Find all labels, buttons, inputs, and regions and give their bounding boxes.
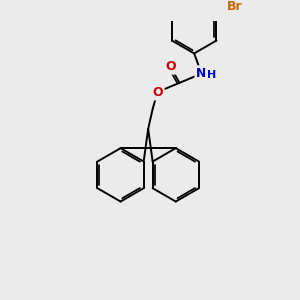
Text: O: O [152, 85, 163, 99]
Text: H: H [207, 70, 216, 80]
Text: Br: Br [227, 1, 242, 13]
Text: N: N [196, 67, 207, 80]
Text: O: O [165, 60, 175, 73]
